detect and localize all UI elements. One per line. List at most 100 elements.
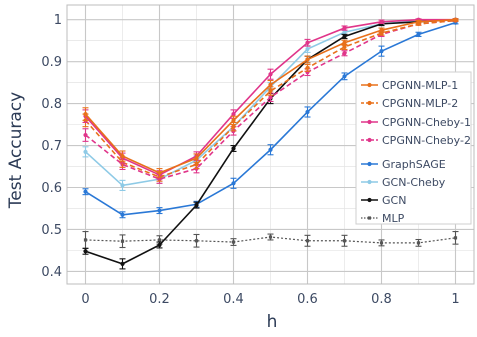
legend-swatch-marker: [367, 179, 372, 185]
x-tick-label: 0: [81, 292, 89, 307]
data-point: [120, 183, 125, 188]
data-point: [194, 203, 199, 208]
data-point: [157, 238, 162, 242]
legend: CPGNN-MLP-1 CPGNN-MLP-2 CPGNN-Cheby-1 CPGNN…: [355, 71, 472, 225]
data-point: [231, 240, 236, 244]
x-tick-label: 0.8: [371, 292, 392, 307]
y-tick-label: 0.9: [41, 55, 62, 70]
legend-swatch-marker: [367, 137, 372, 143]
data-point: [83, 111, 88, 117]
x-tick-label: 0.6: [297, 292, 318, 307]
data-point: [305, 239, 310, 243]
data-point: [342, 239, 347, 243]
data-point: [268, 88, 273, 94]
data-point: [342, 44, 347, 50]
data-point: [268, 72, 273, 77]
legend-box: [355, 71, 472, 225]
data-point: [120, 239, 125, 243]
legend-label: CPGNN-Cheby-2: [382, 134, 471, 147]
data-point: [379, 241, 384, 245]
series-line: [84, 19, 456, 178]
data-point: [157, 170, 162, 175]
data-point: [342, 74, 347, 79]
legend-swatch-marker: [367, 161, 372, 167]
axes: 0 0.2 0.4 0.6 0.8 1 0.4 0.5 0.6 0.7 0.8 0.9 1: [41, 4, 475, 307]
x-tick-label: 0.2: [149, 292, 170, 307]
y-tick-label: 1: [54, 13, 62, 28]
data-point: [231, 124, 236, 129]
legend-swatch-marker: [367, 82, 372, 88]
data-point: [120, 261, 125, 266]
legend-label: CPGNN-MLP-1: [382, 79, 458, 92]
data-point: [268, 82, 273, 87]
data-point: [83, 149, 88, 154]
data-point: [416, 241, 421, 245]
x-axis-label: h: [267, 312, 278, 332]
data-point: [83, 238, 88, 242]
legend-item: CPGNN-MLP-2: [361, 97, 458, 110]
data-point: [231, 111, 236, 117]
y-tick-label: 0.7: [41, 139, 62, 154]
data-point: [305, 46, 310, 52]
data-point: [379, 49, 384, 54]
y-tick-label: 0.6: [41, 181, 62, 196]
data-point: [268, 235, 273, 239]
legend-item: GCN: [361, 194, 406, 207]
y-axis-label: Test Accuracy: [6, 92, 26, 210]
data-point: [416, 32, 421, 37]
legend-swatch-marker: [367, 197, 372, 203]
data-point: [83, 132, 88, 138]
data-point: [379, 28, 384, 33]
legend-label: GCN: [382, 194, 406, 207]
data-point: [305, 109, 310, 115]
x-tick-label: 1: [451, 292, 459, 307]
legend-swatch-marker: [367, 100, 372, 106]
legend-item: CPGNN-Cheby-1: [361, 116, 471, 129]
legend-item: GraphSAGE: [361, 158, 446, 171]
data-point: [231, 118, 236, 123]
data-point: [268, 95, 273, 100]
data-point: [379, 19, 384, 24]
data-point: [194, 156, 199, 161]
data-point: [305, 57, 310, 62]
data-point: [268, 147, 273, 152]
legend-label: CPGNN-MLP-2: [382, 97, 458, 110]
legend-label: MLP: [382, 212, 405, 225]
data-point: [305, 40, 310, 45]
data-point: [342, 30, 347, 35]
series-mlp: [82, 231, 459, 249]
x-tick-label: 0.4: [223, 292, 244, 307]
data-point: [342, 25, 347, 31]
series-cpgnn-mlp-1: [82, 17, 459, 178]
legend-swatch-marker: [367, 119, 372, 125]
legend-item: CPGNN-MLP-1: [361, 79, 458, 92]
data-point: [453, 17, 458, 22]
data-point: [83, 189, 88, 194]
data-point: [342, 51, 347, 56]
data-point: [120, 212, 125, 217]
data-point: [157, 242, 162, 248]
data-point: [194, 162, 199, 167]
legend-label: GCN-Cheby: [382, 176, 446, 189]
data-point: [305, 65, 310, 71]
data-point: [194, 239, 199, 243]
legend-item: CPGNN-Cheby-2: [361, 134, 471, 147]
legend-label: GraphSAGE: [382, 158, 446, 171]
data-point: [157, 208, 162, 213]
data-point: [120, 153, 125, 159]
data-point: [453, 236, 458, 240]
legend-item: MLP: [361, 212, 405, 225]
data-point: [342, 40, 347, 45]
y-tick-label: 0.8: [41, 97, 62, 112]
data-point: [231, 181, 236, 186]
data-point: [416, 19, 421, 24]
data-point: [342, 34, 347, 39]
legend-label: CPGNN-Cheby-1: [382, 116, 471, 129]
data-point: [83, 249, 88, 254]
legend-item: GCN-Cheby: [361, 176, 446, 189]
data-point: [231, 146, 236, 151]
y-tick-label: 0.5: [41, 223, 62, 238]
legend-swatch-marker: [367, 216, 371, 220]
